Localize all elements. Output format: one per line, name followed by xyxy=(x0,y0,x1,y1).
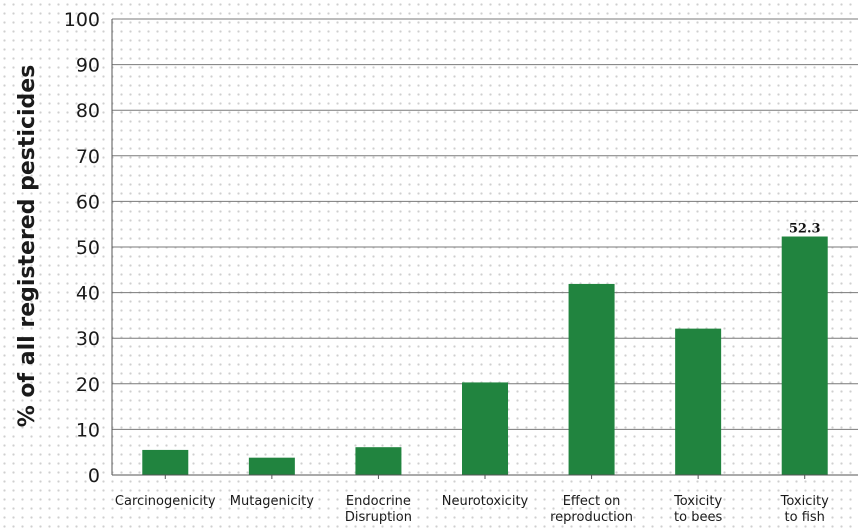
bars xyxy=(142,236,828,475)
x-tick-labels: Carcinogenicity Mutagenicity Endocrine Disr… xyxy=(115,475,829,525)
bar xyxy=(568,283,615,475)
bar xyxy=(781,236,828,475)
x-tick-label: Endocrine Disruption xyxy=(345,494,412,525)
x-tick-label: Neurotoxicity xyxy=(442,494,529,509)
bar xyxy=(675,328,722,475)
bar xyxy=(248,457,295,475)
data-label: 52.3 xyxy=(789,222,821,237)
x-tick-label: Mutagenicity xyxy=(230,494,314,509)
y-tick-label: 40 xyxy=(76,283,100,305)
y-tick-label: 80 xyxy=(76,100,100,122)
x-tick-label: Carcinogenicity xyxy=(115,494,216,509)
y-tick-label: 60 xyxy=(76,191,100,213)
y-tick-labels: 0 10 20 30 40 50 60 70 80 90 100 xyxy=(64,9,100,487)
y-tick-label: 0 xyxy=(88,465,100,487)
bar xyxy=(142,449,189,475)
y-tick-label: 50 xyxy=(76,237,100,259)
y-tick-label: 20 xyxy=(76,374,100,396)
x-tick-label: Toxicity to fish xyxy=(780,494,829,525)
bar xyxy=(355,447,402,475)
grid-lines xyxy=(112,18,858,430)
y-tick-label: 100 xyxy=(64,9,100,31)
x-tick-label: Toxicity to bees xyxy=(673,494,722,525)
y-tick-label: 10 xyxy=(76,419,100,441)
y-axis-label: % of all registered pesticides xyxy=(15,65,40,428)
bar xyxy=(462,382,508,475)
y-tick-label: 30 xyxy=(76,328,100,350)
y-tick-label: 70 xyxy=(76,146,100,168)
data-labels: 52.3 xyxy=(789,222,821,237)
x-tick-label: Effect on reproduction xyxy=(550,494,633,525)
y-tick-label: 90 xyxy=(76,55,100,77)
